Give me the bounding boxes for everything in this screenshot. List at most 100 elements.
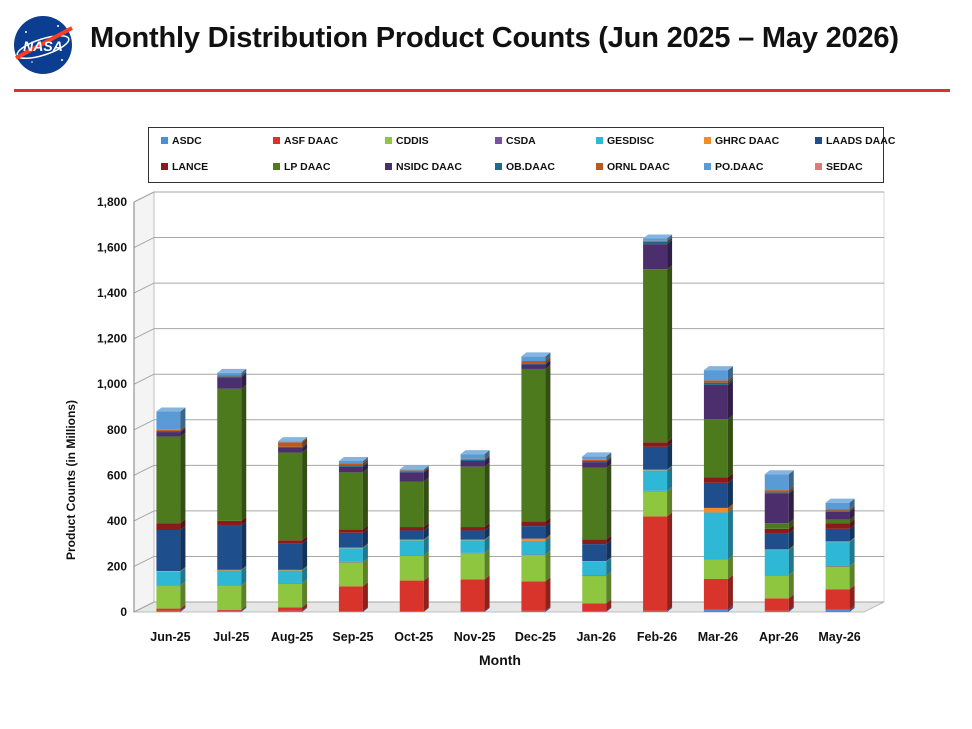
bar-segment-side (484, 536, 490, 553)
bar-segment (399, 555, 424, 581)
bar-segment-side (606, 452, 612, 460)
legend-item: ASDC (161, 135, 202, 147)
bar-segment (582, 467, 607, 540)
bar-segment (825, 609, 850, 612)
legend-item: GESDISC (596, 135, 654, 147)
bar-segment-side (545, 352, 551, 361)
bar-segment (825, 566, 850, 590)
bar-segment-side (545, 550, 551, 556)
y-tick-label: 600 (107, 468, 127, 482)
bar-segment (460, 459, 485, 461)
bar-segment-side (423, 535, 429, 541)
bar-segment-side (788, 571, 794, 576)
legend-swatch (596, 136, 603, 144)
bar-segment-side (484, 548, 490, 554)
bar-segment-side (180, 407, 186, 430)
bar-segment-side (362, 461, 368, 467)
bar-segment (582, 459, 607, 461)
bar-segment-side (849, 605, 855, 612)
bar-segment (643, 516, 668, 611)
gridline-side (133, 464, 155, 476)
bar-segment (764, 492, 789, 494)
bar-segment (156, 523, 181, 530)
bar-segment (764, 474, 789, 491)
bar-segment (217, 585, 242, 586)
bar-segment (399, 469, 424, 471)
bar-segment (156, 608, 181, 611)
gridline-side (133, 282, 155, 294)
bar-segment (521, 540, 546, 555)
bar-segment-side (606, 456, 612, 463)
bar-segment-side (241, 516, 247, 526)
bar-segment (460, 454, 485, 459)
bar-segment-side (180, 606, 186, 612)
bar-segment-side (362, 557, 368, 563)
bar-segment-side (788, 529, 794, 550)
bar-segment-side (667, 487, 673, 517)
bar-segment-side (545, 364, 551, 522)
bar-segment (582, 561, 607, 562)
bar-segment (521, 554, 546, 556)
bar-segment (460, 579, 485, 612)
bar-segment (825, 502, 850, 510)
bar-segment-side (241, 581, 247, 586)
bar-segment-side (849, 515, 855, 524)
bar-segment (278, 607, 303, 611)
bar-segment (825, 528, 850, 542)
x-tick-label: Dec-25 (515, 630, 556, 644)
bar-segment-side (667, 486, 673, 492)
bar-segment (338, 547, 363, 549)
y-tick-label: 1,400 (97, 286, 127, 300)
bar-segment-side (241, 521, 247, 570)
bar-segment (338, 460, 363, 464)
bar-segment-side (484, 523, 490, 531)
x-tick-label: Apr-26 (759, 630, 799, 644)
bar-segment-side (241, 606, 247, 612)
bar-segment (278, 446, 303, 448)
x-tick-label: Sep-25 (332, 630, 373, 644)
bar-segment (582, 576, 607, 604)
bar-segment-side (849, 561, 855, 567)
bar-segment-side (484, 450, 490, 459)
bar-segment (643, 470, 668, 491)
bar-segment-side (545, 356, 551, 364)
bar-segment-side (727, 555, 733, 579)
bar-segment-side (849, 519, 855, 529)
gridline-side (133, 510, 155, 522)
bar-segment-side (667, 512, 673, 611)
bar-segment-side (362, 462, 368, 473)
bar-segment-side (180, 567, 186, 572)
bar-segment (643, 241, 668, 245)
bar-segment-side (788, 606, 794, 612)
bar-segment (156, 432, 181, 437)
bar-segment-side (302, 606, 308, 612)
bar-segment (278, 452, 303, 541)
legend-swatch (704, 162, 711, 170)
legend-label: GESDISC (607, 135, 655, 147)
bar-top (399, 465, 429, 470)
bar-segment-side (606, 607, 612, 612)
bar-segment-side (180, 604, 186, 611)
bar-segment-side (484, 535, 490, 541)
legend-swatch (385, 136, 392, 144)
bar-segment (156, 610, 181, 612)
legend-label: LAADS DAAC (826, 135, 896, 147)
gridline-side (133, 601, 155, 613)
bar-segment (825, 542, 850, 566)
bar-segment (764, 610, 789, 612)
legend-item: SEDAC (815, 161, 863, 173)
legend-item: NSIDC DAAC (385, 161, 462, 173)
bar-segment (460, 539, 485, 541)
nasa-logo-icon: NASA (14, 16, 73, 74)
plot-side-wall (133, 191, 155, 613)
bar-segment-side (727, 378, 733, 385)
bar-segment (521, 363, 546, 365)
bar-segment (399, 539, 424, 541)
bar-segment-side (362, 528, 368, 548)
bar-segment (217, 520, 242, 526)
gridline-side (133, 419, 155, 431)
bar-top (156, 407, 186, 412)
bar-segment-side (484, 462, 490, 528)
legend-swatch (815, 136, 822, 144)
